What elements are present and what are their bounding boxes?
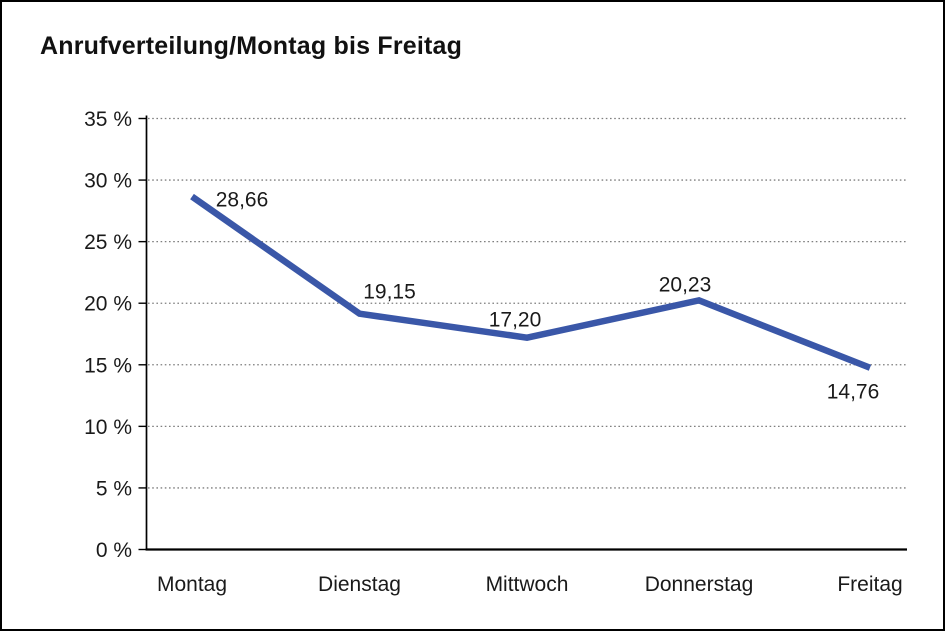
y-tick-label: 25 % (84, 231, 132, 254)
y-tick-label: 0 % (96, 539, 132, 562)
y-tick-label: 15 % (84, 354, 132, 377)
y-tick-label: 10 % (84, 416, 132, 439)
x-tick-label: Dienstag (318, 573, 401, 596)
data-label: 14,76 (827, 381, 880, 404)
x-tick-label: Donnerstag (645, 573, 754, 596)
x-tick-label: Freitag (837, 573, 902, 596)
data-label: 17,20 (489, 309, 542, 332)
x-tick-label: Montag (157, 573, 227, 596)
data-line-series (190, 193, 872, 371)
chart-title: Anrufverteilung/Montag bis Freitag (40, 32, 463, 60)
y-tick-label: 5 % (96, 477, 132, 500)
y-tick-label: 35 % (84, 108, 132, 131)
data-label: 20,23 (659, 273, 712, 296)
data-label: 19,15 (363, 281, 416, 304)
y-tick-label: 20 % (84, 293, 132, 316)
data-label: 28,66 (216, 189, 269, 212)
y-tick-label: 30 % (84, 170, 132, 193)
x-tick-label: Mittwoch (486, 573, 569, 596)
